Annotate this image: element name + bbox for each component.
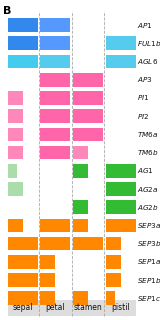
Text: $\it{PI1}$: $\it{PI1}$ [137,93,150,102]
Text: $\it{AP3}$: $\it{AP3}$ [137,75,153,84]
Bar [8,55,38,68]
Bar [40,273,55,287]
Bar [8,182,23,196]
Bar [40,146,71,159]
Bar [40,128,71,141]
Bar [106,292,115,305]
Bar [40,237,71,251]
Bar [106,36,136,50]
Bar [8,36,38,50]
Bar [8,292,38,305]
Bar [73,91,103,105]
Bar [73,292,88,305]
Bar [40,255,55,269]
Bar [73,164,88,178]
Bar [40,73,71,87]
Text: $\it{SEP1c}$: $\it{SEP1c}$ [137,294,160,303]
Bar [106,200,136,214]
Text: $\it{SEP3a}$: $\it{SEP3a}$ [137,221,160,230]
Bar [8,18,38,32]
Bar [8,219,23,232]
Text: $\it{AG2a}$: $\it{AG2a}$ [137,185,159,194]
Bar [73,200,88,214]
Text: B: B [3,6,12,16]
Bar [73,219,88,232]
Text: $\it{AG2b}$: $\it{AG2b}$ [137,203,159,212]
Text: sepal: sepal [12,303,33,312]
Bar [8,109,23,123]
Bar [8,128,23,141]
Bar [8,255,38,269]
Text: $\it{TM6a}$: $\it{TM6a}$ [137,130,159,139]
Bar [8,273,38,287]
Text: petal: petal [46,303,65,312]
Bar [8,300,136,316]
Bar [106,55,136,68]
Text: $\it{AP1}$: $\it{AP1}$ [137,21,153,30]
Text: $\it{SEP1a}$: $\it{SEP1a}$ [137,257,160,266]
Bar [8,91,23,105]
Text: $\it{TM6b}$: $\it{TM6b}$ [137,148,159,157]
Bar [40,292,55,305]
Bar [40,109,71,123]
Bar [8,146,23,159]
Bar [40,36,71,50]
Bar [40,55,71,68]
Bar [106,219,136,232]
Text: $\it{SEP1b}$: $\it{SEP1b}$ [137,276,160,284]
Bar [73,109,103,123]
Text: $\it{AGL6}$: $\it{AGL6}$ [137,57,158,66]
Text: $\it{FUL1b}$: $\it{FUL1b}$ [137,39,160,48]
Bar [8,164,17,178]
Bar [8,237,38,251]
Bar [106,164,136,178]
Bar [73,73,103,87]
Bar [106,255,121,269]
Text: $\it{PI2}$: $\it{PI2}$ [137,112,150,121]
Text: $\it{AG1}$: $\it{AG1}$ [137,166,154,175]
Text: pistil: pistil [111,303,130,312]
Bar [40,91,71,105]
Bar [73,128,103,141]
Bar [73,237,103,251]
Text: $\it{SEP3b}$: $\it{SEP3b}$ [137,239,160,248]
Bar [106,273,121,287]
Bar [73,146,88,159]
Bar [106,237,121,251]
Text: stamen: stamen [74,303,102,312]
Bar [106,182,136,196]
Bar [40,18,71,32]
Bar [40,219,71,232]
